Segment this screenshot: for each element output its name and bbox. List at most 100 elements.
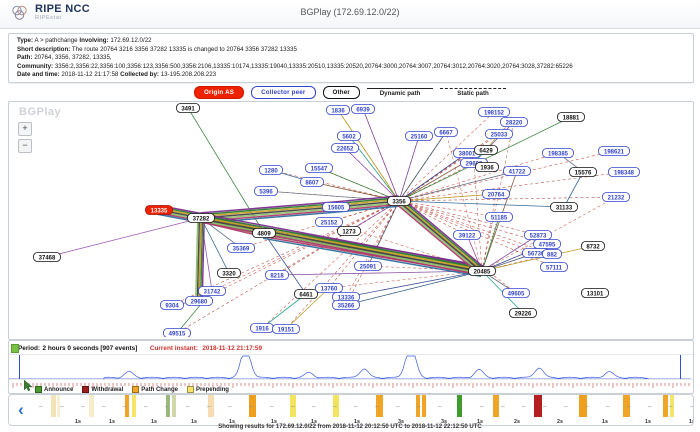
as-node-3491[interactable]: 3491: [176, 103, 200, 113]
as-node-57111[interactable]: 57111: [540, 262, 568, 272]
as-node-49515[interactable]: 49515: [163, 328, 191, 338]
as-node-13760[interactable]: 13760: [315, 283, 343, 293]
event-drag-handle-icon[interactable]: ⇔: [290, 404, 296, 410]
event-marker[interactable]: [422, 395, 426, 417]
event-drag-handle-icon[interactable]: ⇔: [80, 404, 86, 410]
event-drag-handle-icon[interactable]: ⇔: [626, 404, 632, 410]
as-node-35266[interactable]: 35266: [332, 300, 360, 310]
event-drag-handle-icon[interactable]: ⇔: [206, 404, 212, 410]
event-drag-handle-icon[interactable]: ⇔: [542, 404, 548, 410]
event-drag-handle-icon[interactable]: ⇔: [143, 404, 149, 410]
event-drag-handle-icon[interactable]: ⇔: [437, 404, 443, 410]
event-marker[interactable]: [166, 395, 170, 417]
as-node-13101[interactable]: 13101: [581, 288, 609, 298]
event-drag-handle-icon[interactable]: ⇔: [353, 404, 359, 410]
event-marker[interactable]: [172, 395, 176, 417]
as-node-198152[interactable]: 198152: [478, 107, 510, 117]
as-node-4809[interactable]: 4809: [252, 228, 276, 238]
as-node-37282[interactable]: 37282: [187, 213, 215, 223]
event-marker[interactable]: [579, 395, 587, 417]
as-node-19151[interactable]: 19151: [272, 324, 300, 334]
event-drag-handle-icon[interactable]: ⇔: [227, 404, 233, 410]
as-node-8732[interactable]: 8732: [581, 241, 605, 251]
as-node-25033[interactable]: 25033: [485, 129, 513, 139]
as-node-37468[interactable]: 37468: [33, 252, 61, 262]
as-node-49605[interactable]: 49605: [502, 288, 530, 298]
event-drag-handle-icon[interactable]: ⇔: [164, 404, 170, 410]
event-drag-handle-icon[interactable]: ⇔: [584, 404, 590, 410]
event-drag-handle-icon[interactable]: ⇔: [521, 404, 527, 410]
as-node-198621[interactable]: 198621: [598, 146, 630, 156]
event-marker[interactable]: [57, 395, 60, 417]
timeline-panel[interactable]: Period: 2 hours 0 seconds [907 events] C…: [8, 340, 694, 394]
event-drag-handle-icon[interactable]: ⇔: [500, 404, 506, 410]
as-node-35369[interactable]: 35369: [227, 243, 255, 253]
as-node-13335[interactable]: 13335: [145, 205, 173, 215]
as-node-3356[interactable]: 3356: [387, 196, 411, 206]
event-drag-handle-icon[interactable]: ⇔: [269, 404, 275, 410]
event-marker[interactable]: [493, 395, 499, 417]
bgp-graph-canvas[interactable]: BGPlay + − 13335 37282 3356 4809 35369 3320 82…: [8, 101, 694, 340]
ripe-ncc-logo[interactable]: RIPE NCC RIPEstat: [10, 3, 90, 23]
event-drag-handle-icon[interactable]: ⇔: [374, 404, 380, 410]
as-node-28220[interactable]: 28220: [500, 117, 528, 127]
as-node-47595[interactable]: 47595: [533, 239, 561, 249]
event-drag-handle-icon[interactable]: ⇔: [416, 404, 422, 410]
event-drag-handle-icon[interactable]: ⇔: [563, 404, 569, 410]
as-node-1916[interactable]: 1916: [250, 323, 274, 333]
event-marker[interactable]: [623, 395, 630, 417]
event-marker[interactable]: [534, 395, 542, 417]
event-marker[interactable]: [125, 395, 129, 417]
as-node-6461[interactable]: 6461: [294, 289, 318, 299]
event-drag-handle-icon[interactable]: ⇔: [668, 404, 674, 410]
as-node-5602[interactable]: 5602: [337, 131, 361, 141]
as-node-15547[interactable]: 15547: [305, 163, 333, 173]
as-node-52873[interactable]: 52873: [524, 230, 552, 240]
timeline-histogram[interactable]: [9, 355, 693, 380]
as-node-21232[interactable]: 21232: [602, 192, 630, 202]
as-node-9304[interactable]: 9304: [160, 300, 184, 310]
as-node-51185[interactable]: 51185: [485, 212, 513, 222]
event-marker[interactable]: [457, 395, 462, 417]
as-node-6939[interactable]: 6939: [351, 104, 375, 114]
event-drag-handle-icon[interactable]: ⇔: [185, 404, 191, 410]
as-node-8218[interactable]: 8218: [265, 270, 289, 280]
event-marker[interactable]: [89, 395, 94, 417]
event-marker[interactable]: [670, 395, 674, 417]
event-drag-handle-icon[interactable]: ⇔: [395, 404, 401, 410]
event-marker[interactable]: [416, 395, 420, 417]
event-drag-handle-icon[interactable]: ⇔: [311, 404, 317, 410]
previous-events-button[interactable]: ‹: [18, 400, 24, 419]
as-node-39122[interactable]: 39122: [453, 230, 481, 240]
as-node-5396[interactable]: 5396: [254, 186, 278, 196]
event-drag-handle-icon[interactable]: ⇔: [101, 404, 107, 410]
as-node-1936[interactable]: 1936: [475, 162, 499, 172]
event-strip-panel[interactable]: ‹ 1s 1s 1s 1s 1s 1s 1s 1s 3s 3s 1s 2s 2s 1s 1s 1s ⇔ ⇔ ⇔ ⇔ ⇔ ⇔…: [8, 394, 694, 426]
as-topology-graph[interactable]: 13335 37282 3356 4809 35369 3320 8218 31742 2968…: [9, 102, 691, 337]
as-node-25152[interactable]: 25152: [315, 217, 343, 227]
event-drag-handle-icon[interactable]: ⇔: [605, 404, 611, 410]
event-drag-handle-icon[interactable]: ⇔: [248, 404, 254, 410]
as-node-198348[interactable]: 198348: [608, 167, 640, 177]
as-node-20764[interactable]: 20764: [482, 189, 510, 199]
event-strip[interactable]: 1s 1s 1s 1s 1s 1s 1s 1s 3s 3s 1s 2s 2s 1s 1s 1s ⇔ ⇔ ⇔ ⇔ ⇔ ⇔ ⇔ ⇔…: [33, 395, 693, 425]
as-node-1836[interactable]: 1836: [326, 105, 350, 115]
event-drag-handle-icon[interactable]: ⇔: [458, 404, 464, 410]
as-node-882[interactable]: 882: [542, 249, 562, 259]
as-node-41722[interactable]: 41722: [503, 166, 531, 176]
as-node-3320[interactable]: 3320: [217, 268, 241, 278]
event-marker[interactable]: [333, 395, 339, 417]
event-marker[interactable]: [132, 395, 136, 417]
as-node-15576[interactable]: 15576: [569, 167, 597, 177]
as-node-6429[interactable]: 6429: [474, 145, 498, 155]
event-drag-handle-icon[interactable]: ⇔: [59, 404, 65, 410]
event-marker[interactable]: [376, 395, 383, 417]
event-marker[interactable]: [51, 395, 56, 417]
as-node-22652[interactable]: 22652: [331, 143, 359, 153]
as-node-25160[interactable]: 25160: [405, 131, 433, 141]
as-node-20485[interactable]: 20485: [468, 266, 496, 276]
event-drag-handle-icon[interactable]: ⇔: [122, 404, 128, 410]
as-node-29680[interactable]: 29680: [185, 296, 213, 306]
legend-origin-as[interactable]: Origin AS: [193, 86, 245, 99]
timeline-cursor-start[interactable]: [19, 355, 20, 379]
